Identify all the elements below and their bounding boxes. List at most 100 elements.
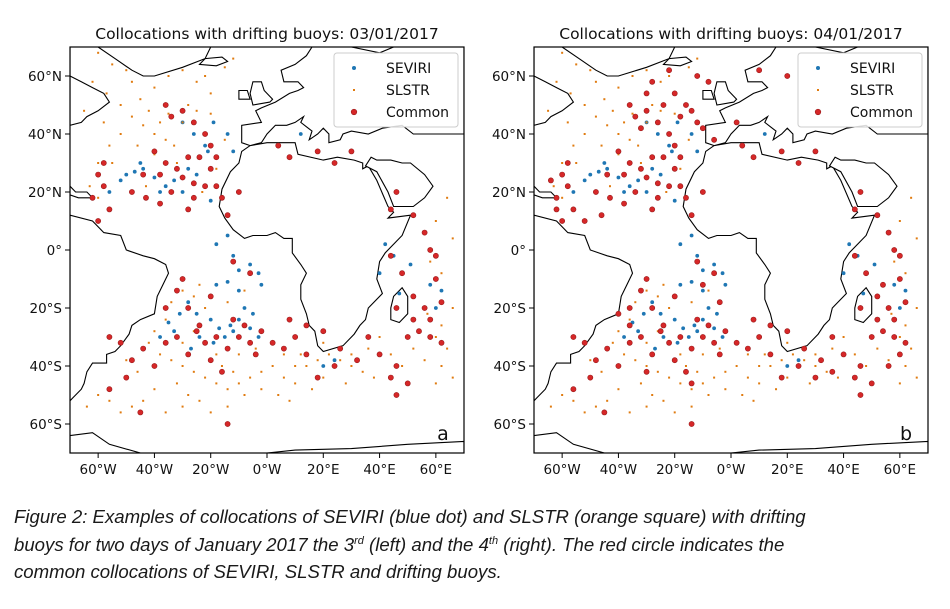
seviri-point <box>186 166 191 171</box>
seviri-point <box>700 268 705 273</box>
common-point <box>857 189 864 195</box>
seviri-point <box>152 175 157 180</box>
seviri-point <box>172 329 177 334</box>
slstr-point <box>701 353 704 356</box>
slstr-point <box>451 376 454 379</box>
common-point <box>604 171 611 178</box>
slstr-point <box>566 121 569 124</box>
slstr-point <box>440 272 443 275</box>
common-point <box>593 189 599 195</box>
slstr-point <box>434 382 437 385</box>
common-point <box>722 328 729 335</box>
slstr-point <box>159 353 162 356</box>
slstr-point <box>223 138 226 141</box>
slstr-point <box>915 307 918 309</box>
slstr-point <box>662 283 665 286</box>
common-point <box>207 165 214 172</box>
slstr-point <box>561 196 564 199</box>
slstr-point <box>181 289 184 292</box>
seviri-point <box>236 288 241 293</box>
common-point <box>733 119 740 126</box>
common-point <box>564 160 571 166</box>
seviri-point <box>158 335 162 339</box>
slstr-point <box>572 144 575 147</box>
x-tick-label: 20°E <box>307 462 339 478</box>
common-point <box>666 183 672 190</box>
common-point <box>564 183 571 190</box>
slstr-point <box>611 341 614 344</box>
slstr-point <box>412 347 415 350</box>
common-point <box>202 131 208 137</box>
slstr-point <box>181 341 184 344</box>
common-legend-marker <box>350 108 358 116</box>
slstr-point <box>170 359 173 362</box>
common-point <box>337 345 344 352</box>
common-point <box>387 252 394 259</box>
landmass-outline <box>662 56 693 67</box>
common-point <box>129 357 135 364</box>
y-tick-label: 40°S <box>494 359 527 375</box>
slstr-point <box>243 394 246 396</box>
legend-label: Common <box>850 105 913 121</box>
common-point <box>162 102 169 108</box>
seviri-point <box>700 317 705 322</box>
landmass-outline <box>534 47 676 77</box>
common-point <box>626 339 633 346</box>
common-point <box>891 247 898 253</box>
y-tick-label: 20°S <box>30 301 63 317</box>
seviri-point <box>655 132 660 136</box>
common-point <box>106 206 113 213</box>
seviri-point <box>712 262 717 267</box>
common-point <box>174 165 180 172</box>
common-point <box>829 334 836 340</box>
slstr-point <box>758 365 761 367</box>
panel-b: Collocations with drifting buoys: 04/01/… <box>492 25 929 478</box>
seviri-point <box>588 172 593 177</box>
slstr-point <box>130 80 133 83</box>
seviri-point <box>841 271 846 276</box>
slstr-point <box>634 301 637 304</box>
common-point <box>677 113 684 120</box>
landmass-outline <box>713 81 738 106</box>
common-point <box>162 305 169 311</box>
seviri-point <box>903 288 908 293</box>
y-tick-label: 40°N <box>28 127 62 143</box>
slstr-point <box>209 411 212 414</box>
landmass-outline <box>266 440 464 453</box>
seviri-point <box>211 120 216 125</box>
slstr-point <box>735 365 738 367</box>
x-tick-label: 60°E <box>420 462 452 478</box>
slstr-point <box>617 330 620 333</box>
y-tick-label: 0° <box>511 243 526 259</box>
common-point <box>410 316 417 323</box>
seviri-point <box>616 175 621 180</box>
slstr-point <box>181 365 184 367</box>
slstr-point <box>282 376 285 379</box>
slstr-point <box>898 220 901 222</box>
slstr-point <box>890 312 893 315</box>
slstr-point <box>195 80 198 83</box>
panel-a-xticks: 60°W 40°W 20°W 0°W 20°E 40°E 60°E <box>80 453 452 478</box>
seviri-point <box>785 364 790 368</box>
common-point <box>106 386 113 393</box>
common-point <box>559 218 566 224</box>
common-point <box>885 229 892 236</box>
seviri-point <box>695 329 700 334</box>
slstr-point <box>125 359 128 362</box>
seviri-point <box>672 317 677 322</box>
slstr-point <box>687 66 690 69</box>
common-point <box>157 200 163 207</box>
slstr-legend-marker <box>817 89 819 91</box>
slstr-point <box>910 196 913 199</box>
common-point <box>638 165 644 172</box>
common-point <box>179 107 186 114</box>
seviri-point <box>222 335 227 339</box>
slstr-point <box>97 162 100 164</box>
slstr-point <box>876 347 879 350</box>
slstr-point <box>904 324 907 327</box>
common-point <box>331 160 338 166</box>
slstr-point <box>83 109 86 112</box>
common-point <box>801 345 808 352</box>
slstr-point <box>434 220 437 222</box>
y-tick-label: 20°N <box>492 185 526 201</box>
